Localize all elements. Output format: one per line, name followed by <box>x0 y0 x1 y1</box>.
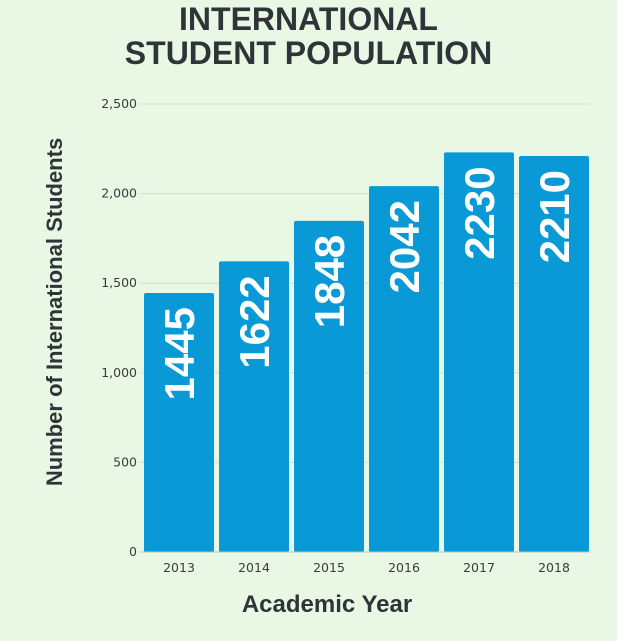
y-tick-label: 500 <box>113 454 137 469</box>
bar-2013 <box>144 293 214 552</box>
gridlines <box>140 103 590 463</box>
data-label-2013: 1445 <box>156 307 203 400</box>
y-tick-label: 0 <box>129 544 137 559</box>
y-tick-label: 1,500 <box>101 275 137 290</box>
bars: 1445 1622 1848 2042 2230 2210 <box>144 152 589 553</box>
data-label-2018: 2210 <box>531 170 578 263</box>
x-tick-label: 2015 <box>313 560 345 575</box>
data-label-2016: 2042 <box>381 200 428 293</box>
bar-2016 <box>369 186 439 552</box>
x-axis-ticks: 2013 2014 2015 2016 2017 2018 <box>163 560 570 575</box>
x-tick-label: 2014 <box>238 560 270 575</box>
y-axis-label: Number of International Students <box>42 138 67 486</box>
bar-2014 <box>219 261 289 552</box>
data-label-2015: 1848 <box>306 235 353 328</box>
chart-title-line-1: INTERNATIONAL <box>179 1 438 37</box>
y-tick-label: 2,000 <box>101 186 137 201</box>
chart-title: INTERNATIONAL STUDENT POPULATION <box>0 2 617 70</box>
x-tick-label: 2017 <box>463 560 495 575</box>
y-axis-ticks: 0 500 1,000 1,500 2,000 2,500 <box>101 96 137 559</box>
x-tick-label: 2018 <box>538 560 570 575</box>
data-label-2014: 1622 <box>231 275 278 368</box>
x-tick-label: 2016 <box>388 560 420 575</box>
bar-2015 <box>294 220 364 553</box>
x-axis-label: Academic Year <box>242 591 412 618</box>
chart-title-line-2: STUDENT POPULATION <box>124 35 493 71</box>
x-tick-label: 2013 <box>163 560 195 575</box>
y-tick-label: 2,500 <box>101 96 137 111</box>
y-tick-label: 1,000 <box>101 365 137 380</box>
bar-2018 <box>519 155 589 552</box>
bar-2017 <box>444 152 514 552</box>
data-label-2017: 2230 <box>456 166 503 259</box>
